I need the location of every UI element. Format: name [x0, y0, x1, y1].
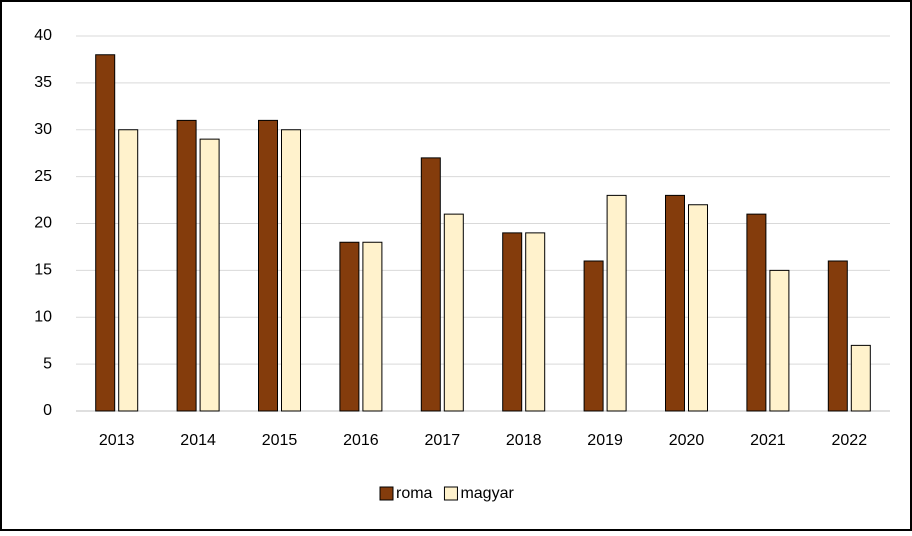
bar	[118, 129, 139, 412]
x-tick-label: 2019	[587, 432, 623, 449]
x-tick-label: 2017	[425, 432, 461, 449]
bar	[443, 213, 464, 412]
y-tick-label: 20	[34, 215, 52, 232]
bar	[176, 119, 197, 412]
x-tick-label: 2016	[343, 432, 379, 449]
y-tick-label: 15	[34, 262, 52, 279]
bar	[688, 204, 708, 412]
bar	[339, 241, 360, 412]
bar	[420, 157, 441, 412]
x-tick-label: 2018	[506, 432, 542, 449]
bar	[827, 260, 848, 412]
bar	[606, 194, 627, 412]
bar	[199, 138, 220, 412]
legend-swatch	[443, 486, 458, 501]
y-tick-label: 35	[34, 74, 52, 91]
bar	[850, 344, 871, 412]
bar	[769, 269, 790, 412]
x-tick-label: 2022	[832, 432, 868, 449]
bar	[362, 241, 383, 412]
x-tick-label: 2014	[180, 432, 216, 449]
x-tick-label: 2021	[750, 432, 786, 449]
y-tick-label: 5	[43, 355, 52, 372]
bar	[258, 119, 278, 412]
x-tick-label: 2020	[669, 432, 705, 449]
bar	[583, 260, 604, 412]
y-tick-label: 40	[34, 27, 52, 44]
y-tick-label: 10	[34, 308, 52, 325]
bar	[502, 232, 523, 412]
legend-label: magyar	[460, 485, 514, 502]
x-tick-label: 2015	[262, 432, 298, 449]
y-tick-label: 30	[34, 121, 52, 138]
legend-label: roma	[396, 485, 433, 502]
bar	[665, 194, 685, 412]
bar	[281, 129, 301, 412]
bar	[525, 232, 546, 412]
legend-swatch	[379, 486, 394, 501]
bar	[95, 54, 116, 412]
y-tick-label: 0	[43, 402, 52, 419]
bar	[746, 213, 767, 412]
y-tick-label: 25	[34, 168, 52, 185]
x-tick-label: 2013	[99, 432, 135, 449]
